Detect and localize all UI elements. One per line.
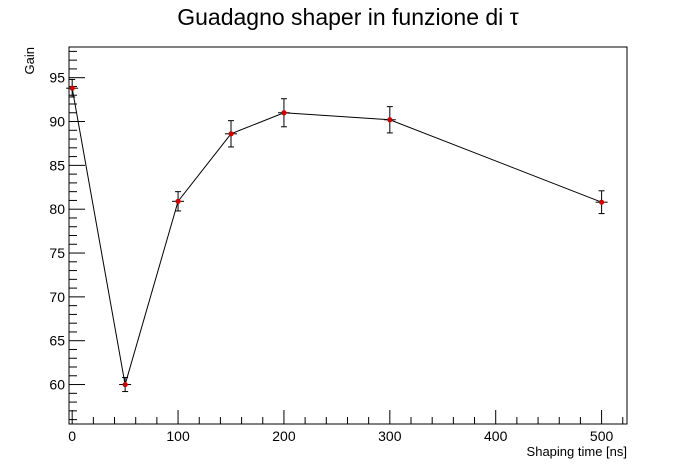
y-tick-label: 90 bbox=[49, 114, 65, 130]
x-tick-label: 500 bbox=[590, 428, 614, 444]
data-point bbox=[387, 117, 393, 123]
data-point bbox=[69, 85, 75, 91]
y-tick-label: 75 bbox=[49, 245, 65, 261]
x-tick-label: 300 bbox=[378, 428, 402, 444]
y-axis: 60 65 70 75 80 85 90 95 bbox=[49, 50, 85, 421]
data-point bbox=[175, 198, 181, 204]
series-line bbox=[71, 88, 602, 385]
data-point bbox=[228, 131, 234, 137]
y-axis-title: Gain bbox=[22, 47, 37, 74]
x-tick-label: 200 bbox=[272, 428, 296, 444]
x-axis: 0 100 200 300 400 500 bbox=[68, 410, 624, 444]
x-tick-label: 0 bbox=[68, 428, 76, 444]
series-layer bbox=[66, 78, 608, 393]
y-tick-label: 65 bbox=[49, 333, 65, 349]
y-tick-label: 80 bbox=[49, 201, 65, 217]
y-tick-label: 60 bbox=[49, 377, 65, 393]
x-tick-label: 400 bbox=[484, 428, 508, 444]
y-tick-label: 95 bbox=[49, 70, 65, 86]
y-tick-label: 70 bbox=[49, 289, 65, 305]
data-point bbox=[598, 199, 605, 205]
x-axis-title: Shaping time [ns] bbox=[527, 444, 627, 459]
data-point bbox=[281, 110, 287, 116]
x-tick-label: 100 bbox=[166, 428, 190, 444]
data-point bbox=[122, 381, 128, 388]
plot-frame bbox=[68, 46, 628, 425]
chart-title: Guadagno shaper in funzione di τ bbox=[177, 4, 519, 30]
y-tick-label: 85 bbox=[49, 157, 65, 173]
